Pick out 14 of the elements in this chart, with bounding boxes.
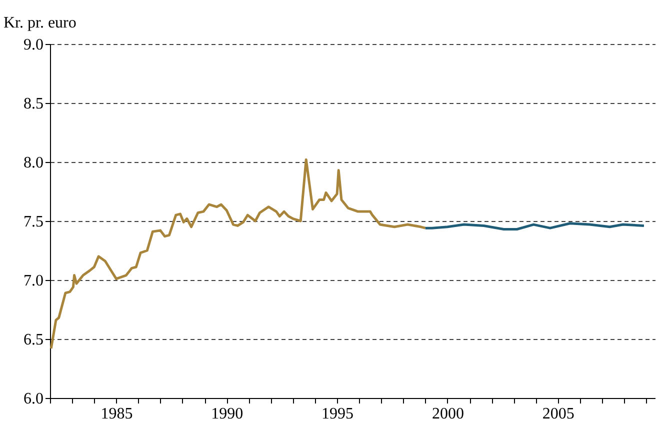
y-tick-label: 9.0 bbox=[24, 36, 44, 54]
y-tick-label: 8.5 bbox=[24, 96, 44, 112]
x-tick-label: 2000 bbox=[432, 406, 464, 422]
x-tick-label: 2005 bbox=[542, 406, 574, 422]
line-series bbox=[50, 158, 427, 350]
x-tick-label: 1985 bbox=[100, 406, 133, 422]
y-tick-label: 6.0 bbox=[24, 390, 44, 408]
x-tick-label: 1990 bbox=[211, 406, 244, 422]
y-tick-label: 7.5 bbox=[24, 214, 44, 230]
y-tick-label: 6.5 bbox=[24, 332, 44, 348]
y-tick-label: 7.0 bbox=[24, 272, 44, 290]
x-tick-label: 1995 bbox=[322, 406, 354, 422]
y-tick-label: 8.0 bbox=[24, 154, 44, 172]
y-axis-title: Kr. pr. euro bbox=[4, 14, 76, 32]
